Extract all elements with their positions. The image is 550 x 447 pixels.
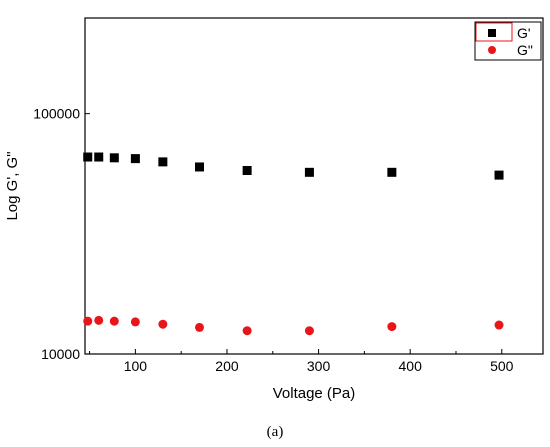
x-axis: 100 200 300 400 500 <box>89 349 514 374</box>
data-point-circle <box>83 316 93 326</box>
data-point-square <box>109 153 119 163</box>
x-tick-label: 200 <box>215 358 239 374</box>
data-point-square <box>242 166 252 176</box>
figure-caption: (a) <box>267 424 284 440</box>
data-point-circle <box>158 319 168 329</box>
data-point-square <box>158 157 168 167</box>
legend: G'G" <box>474 21 542 61</box>
y-axis: 10000 100000 <box>33 106 90 362</box>
data-point-circle <box>242 326 252 336</box>
y-tick-label: 10000 <box>41 346 80 362</box>
legend-highlight <box>475 22 513 42</box>
x-axis-label: Voltage (Pa) <box>273 385 356 402</box>
plot-frame <box>84 17 544 355</box>
legend-marker-square <box>488 29 496 37</box>
y-axis-label: Log G', G" <box>4 151 21 220</box>
series-g-prime <box>83 152 504 180</box>
data-point-circle <box>130 317 140 327</box>
legend-label: G" <box>517 42 533 58</box>
data-point-circle <box>387 322 397 332</box>
data-point-circle <box>494 320 504 330</box>
data-point-circle <box>195 322 204 332</box>
data-point-circle <box>109 316 119 326</box>
data-point-square <box>83 152 93 162</box>
data-series <box>83 152 504 336</box>
data-point-square <box>494 170 504 180</box>
data-point-square <box>94 152 104 162</box>
y-tick-label: 100000 <box>33 106 80 122</box>
data-point-circle <box>94 315 104 325</box>
data-point-circle <box>304 326 314 336</box>
series-g-double-prime <box>83 315 504 336</box>
x-tick-label: 500 <box>490 358 514 374</box>
x-tick-label: 400 <box>399 358 423 374</box>
data-point-square <box>195 162 204 172</box>
data-point-square <box>387 167 397 177</box>
x-tick-label: 300 <box>307 358 331 374</box>
legend-label: G' <box>517 25 531 41</box>
data-point-square <box>130 154 140 164</box>
x-tick-label: 100 <box>124 358 148 374</box>
data-point-square <box>304 167 314 177</box>
legend-marker-circle <box>488 46 496 54</box>
